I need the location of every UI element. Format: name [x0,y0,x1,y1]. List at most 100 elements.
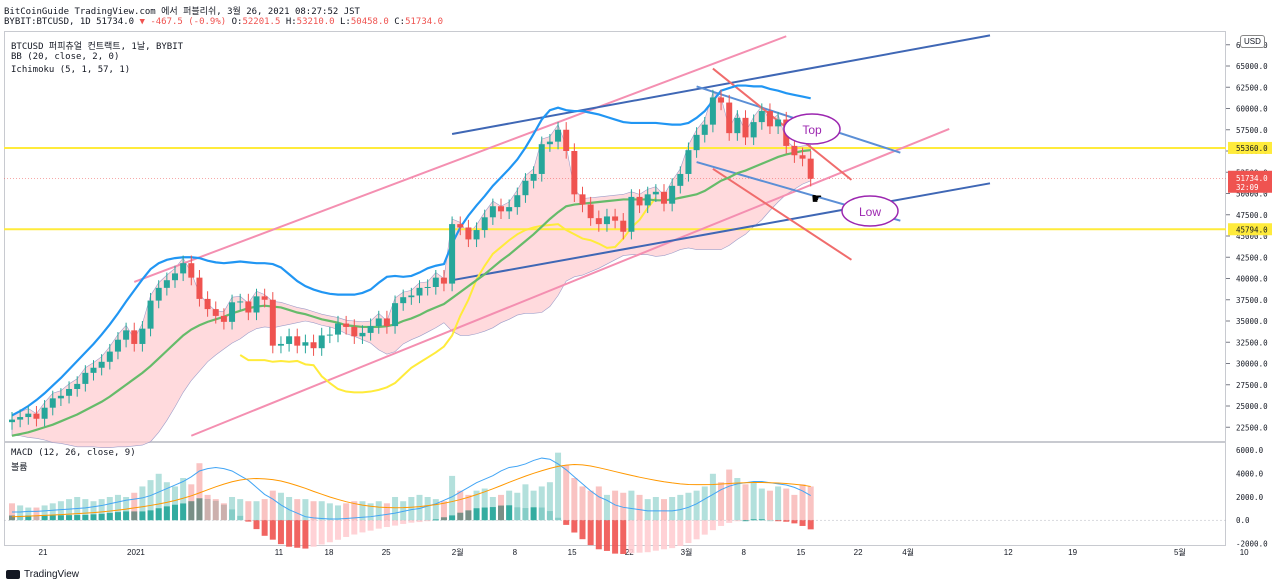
macd-histogram-bar [294,520,301,548]
macd-histogram-bar [66,515,73,521]
candle-body [636,196,643,206]
volume-bar [465,494,472,521]
candle-body [489,206,496,218]
volume-bar [555,452,562,521]
volume-bar [432,499,439,521]
candle-body [799,155,806,159]
volume-bar [367,503,374,521]
candle-body [318,335,325,349]
volume-bar [799,484,806,521]
x-tick-label: 2021 [127,548,145,557]
candle-body [33,413,40,419]
candle-body [603,216,610,225]
macd-tick-label: 0.0 [1236,516,1250,525]
volume-bar [595,486,602,521]
x-tick-label: 3월 [681,547,693,557]
macd-histogram-bar [457,512,464,521]
macd-histogram-bar [123,511,130,521]
currency-button[interactable]: USD [1240,35,1265,48]
macd-histogram-bar [106,512,113,521]
macd-histogram-bar [383,520,390,528]
level-price-tag [1228,141,1272,154]
macd-histogram-bar [253,520,260,530]
volume-bar [188,484,195,521]
candle-body [506,207,513,212]
volume-bar [750,482,757,521]
price-tick-label: 65000.0 [1236,62,1268,71]
volume-bar [351,501,358,521]
volume-bar [440,501,447,521]
macd-histogram-bar [163,506,170,521]
volume-bar [229,496,236,521]
volume-bar [269,490,276,521]
candle-body [473,230,480,240]
ichimoku-legend[interactable]: Ichimoku (5, 1, 57, 1) [11,65,131,75]
price-tick-label: 37500.0 [1236,296,1268,305]
price-tick-label: 35000.0 [1236,317,1268,326]
volume-bar [620,492,627,521]
level-price-tag [1228,223,1272,236]
candle-body [652,191,659,195]
volume-bar [155,473,162,521]
macd-histogram-bar [90,514,97,521]
price-tick-label: 22500.0 [1236,423,1268,432]
candle-body [343,323,350,327]
candle-body [807,158,814,179]
close-value: 51734.0 [405,17,443,27]
macd-histogram-bar [522,508,529,521]
candle-body [677,173,684,186]
macd-histogram-bar [734,520,741,522]
high-value: 53210.0 [296,17,335,27]
candle-body [595,218,602,225]
last-price-label: 51734.0 [96,17,135,27]
candle-body [180,263,187,274]
candle-body [449,224,456,284]
volume-bar [310,501,317,521]
price-tick-label: 45000.0 [1236,232,1268,241]
candle-body [310,342,317,349]
candle-body [212,309,219,316]
macd-histogram-bar [131,511,138,521]
candle-body [400,297,407,304]
x-tick-label: 4월 [902,547,914,557]
low-value: 50458.0 [350,17,389,27]
candle-body [106,351,113,362]
volume-bar [180,478,187,521]
macd-legend[interactable]: MACD (12, 26, close, 9) [11,448,136,458]
macd-histogram-bar [408,520,415,523]
candle-body [579,194,586,205]
volume-bar [701,486,708,521]
red-descending-line-2 [712,168,852,261]
lagging-span-line [239,197,657,394]
macd-histogram-bar [481,507,488,521]
macd-histogram-bar [775,520,782,522]
volume-bar [579,486,586,521]
candle-body [367,326,374,333]
macd-histogram-bar [33,515,40,521]
volume-bar [449,475,456,521]
branding-label: TradingView [24,569,80,580]
volume-bar [677,494,684,521]
candle-body [66,389,73,396]
change-label: ▼ -467.5 (-0.9%) [139,17,227,27]
volume-bar [318,501,325,521]
volume-bar [66,499,73,521]
bb-legend[interactable]: BB (20, close, 2, 0) [11,52,120,62]
candle-body [791,145,798,156]
top-annotation-label: Top [802,123,822,137]
candle-body [25,413,32,418]
volume-bar [17,505,24,521]
macd-histogram-bar [807,520,814,530]
macd-histogram-bar [661,520,667,550]
x-tick-label: 21 [39,548,48,557]
volume-bar [33,507,40,521]
volume-bar [212,499,219,521]
macd-histogram-bar [212,500,219,521]
volume-bar [628,490,635,521]
macd-histogram-bar [555,517,562,521]
candle-body [269,299,276,346]
macd-tick-label: 2000.0 [1236,493,1264,502]
volume-legend[interactable]: 볼륨 [11,463,28,473]
volume-bar [400,501,407,521]
